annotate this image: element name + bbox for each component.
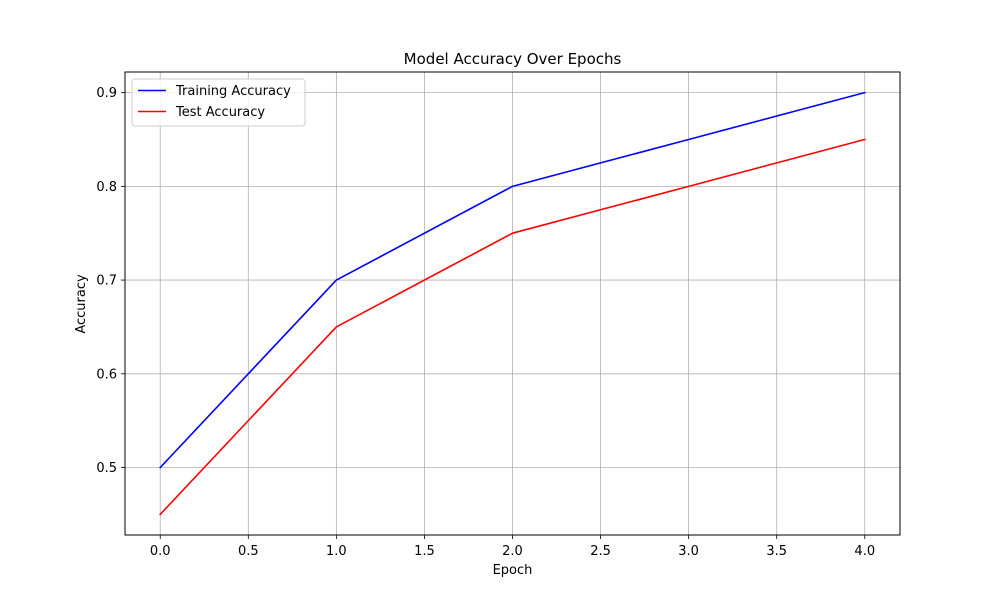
x-tick-label: 0.0 xyxy=(150,544,171,559)
y-tick-label: 0.6 xyxy=(96,367,117,382)
chart-title: Model Accuracy Over Epochs xyxy=(404,50,622,68)
x-tick-label: 3.5 xyxy=(766,544,787,559)
grid xyxy=(125,72,900,535)
y-axis-label: Accuracy xyxy=(74,274,89,334)
legend-label-test: Test Accuracy xyxy=(175,105,265,120)
x-tick-label: 4.0 xyxy=(854,544,875,559)
series-line-training-accuracy xyxy=(159,91,866,469)
y-tick-label: 0.9 xyxy=(96,86,117,101)
y-tick-label: 0.5 xyxy=(96,461,117,476)
y-axis-ticks: 0.5 0.6 0.7 0.8 0.9 xyxy=(96,86,125,476)
x-tick-label: 1.0 xyxy=(326,544,347,559)
series-line-test-accuracy xyxy=(159,138,866,516)
x-tick-label: 2.0 xyxy=(502,544,523,559)
x-axis-label: Epoch xyxy=(493,563,533,578)
y-tick-label: 0.8 xyxy=(96,180,117,195)
plot-lines xyxy=(159,91,866,516)
legend-label-training: Training Accuracy xyxy=(175,84,291,99)
x-tick-label: 0.5 xyxy=(238,544,259,559)
legend-box xyxy=(131,78,306,127)
x-tick-label: 3.0 xyxy=(678,544,699,559)
x-tick-label: 1.5 xyxy=(414,544,435,559)
x-axis-ticks: 0.0 0.5 1.0 1.5 2.0 2.5 3.0 3.5 4.0 xyxy=(150,535,875,559)
y-tick-label: 0.7 xyxy=(96,274,117,289)
legend: Training Accuracy Test Accuracy xyxy=(131,78,306,127)
x-tick-label: 2.5 xyxy=(590,544,611,559)
